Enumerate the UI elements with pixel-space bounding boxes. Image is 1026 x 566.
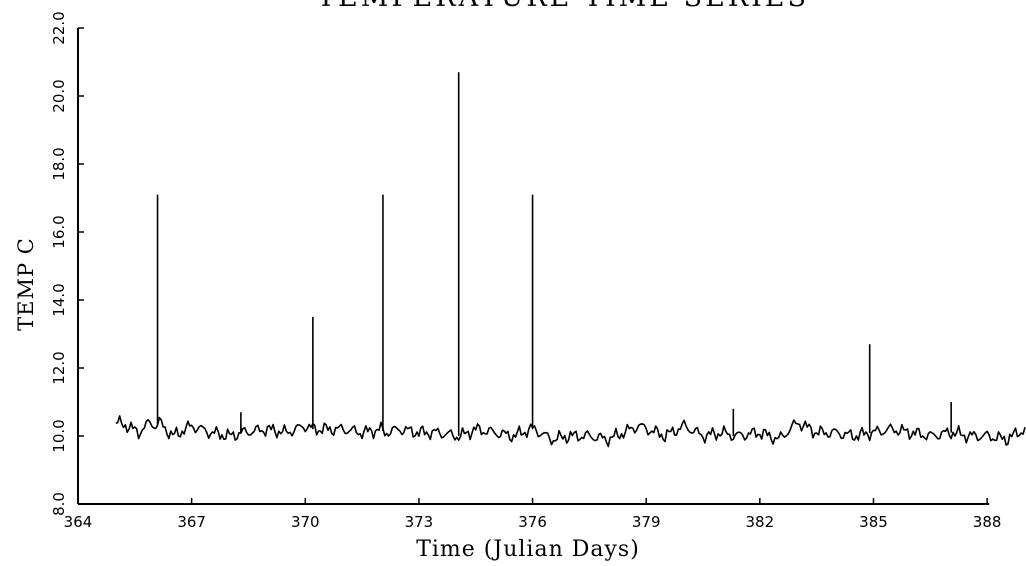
x-tick-label: 370 — [291, 513, 320, 531]
y-tick-label: 20.0 — [50, 79, 68, 112]
y-tick-label: 12.0 — [50, 351, 68, 384]
y-axis-label: TEMP C — [14, 237, 38, 331]
chart-title: TEMPERATURE TIME SERIES — [317, 0, 809, 13]
axes: 364 367 370 373 376 379 382 385 388 8.0 10.0 12.0 14… — [50, 11, 1001, 531]
x-axis-label: Time (Julian Days) — [416, 537, 640, 562]
y-tick-label: 8.0 — [50, 492, 68, 516]
x-tick-label: 382 — [746, 513, 775, 531]
y-tick-label: 16.0 — [50, 215, 68, 248]
x-tick-label: 388 — [973, 513, 1002, 531]
x-tick-label: 364 — [64, 513, 93, 531]
y-tick-label: 18.0 — [50, 147, 68, 180]
x-tick-label: 379 — [632, 513, 661, 531]
x-tick-label: 385 — [859, 513, 888, 531]
y-tick-label: 22.0 — [50, 11, 68, 44]
y-tick-label: 10.0 — [50, 419, 68, 452]
series-group — [115, 72, 1026, 448]
temperature-line — [115, 415, 1026, 448]
y-tick-label: 14.0 — [50, 283, 68, 316]
x-tick-label: 367 — [177, 513, 206, 531]
x-tick-label: 373 — [405, 513, 434, 531]
x-tick-label: 376 — [518, 513, 547, 531]
